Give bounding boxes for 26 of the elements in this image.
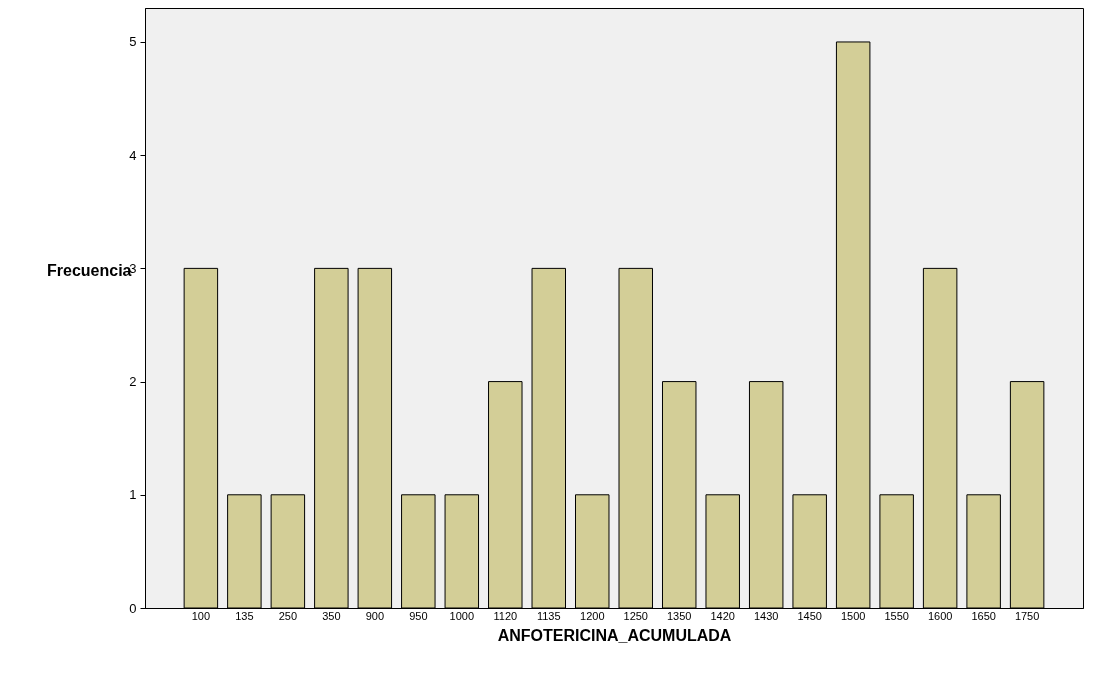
x-tick-label: 1430 xyxy=(753,609,779,622)
x-tick-label: 1120 xyxy=(493,609,518,622)
x-tick-label: 950 xyxy=(409,609,428,622)
x-tick-label: 1200 xyxy=(580,609,605,622)
x-tick-label: 1750 xyxy=(1014,609,1040,622)
x-tick-label: 1000 xyxy=(449,609,475,622)
y-tick-label: 2 xyxy=(129,374,137,390)
x-tick-label: 1420 xyxy=(710,609,735,622)
x-tick-label: 1135 xyxy=(536,609,561,622)
x-tick-label: 1350 xyxy=(666,609,692,622)
x-tick-label: 135 xyxy=(235,609,254,622)
x-tick-label: 1650 xyxy=(971,609,996,622)
y-tick-label: 1 xyxy=(129,487,137,503)
x-tick-label: 350 xyxy=(322,609,341,622)
x-tick-label: 1600 xyxy=(927,609,953,622)
x-tick-label: 250 xyxy=(278,609,298,622)
x-tick-label: 1250 xyxy=(623,609,648,622)
y-tick-label: 0 xyxy=(129,600,137,616)
x-tick-label: 900 xyxy=(365,609,384,622)
x-tick-label: 1450 xyxy=(797,609,822,622)
x-axis-title: ANFOTERICINA_ACUMULADA xyxy=(497,626,732,644)
x-tick-label: 100 xyxy=(191,609,211,622)
y-tick-label: 5 xyxy=(129,34,137,50)
x-tick-label: 1550 xyxy=(884,609,909,622)
y-tick-label: 4 xyxy=(129,147,137,163)
x-tick-label: 1500 xyxy=(840,609,866,622)
